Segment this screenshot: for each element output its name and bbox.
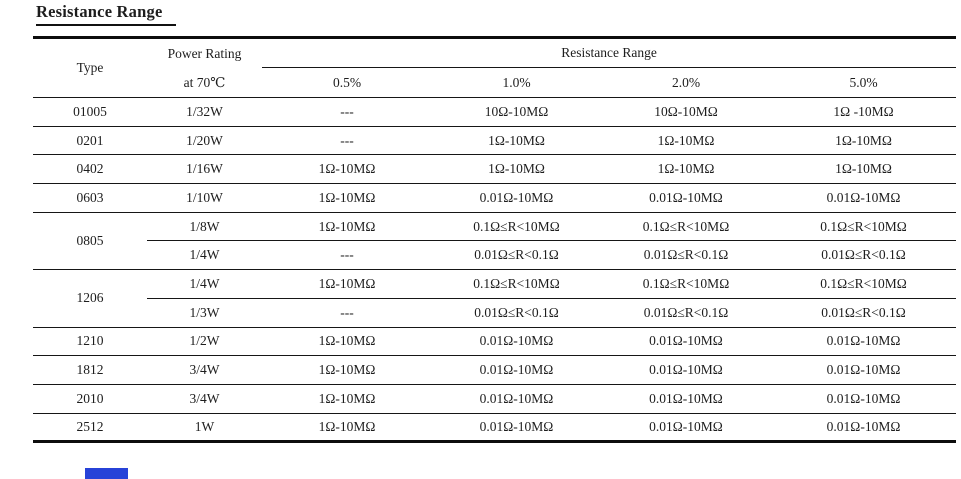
type-cell: 01005 xyxy=(33,97,147,127)
table-body: 01005 1/32W --- 10Ω-10MΩ 10Ω-10MΩ 1Ω -10… xyxy=(33,97,957,442)
page-title: Resistance Range xyxy=(36,2,177,26)
range-cell: 0.1Ω≤R<10MΩ xyxy=(771,212,957,242)
type-cell: 0201 xyxy=(33,126,147,156)
power-cell: 1/10W xyxy=(147,183,262,213)
table-row: 1206 1/4W 1Ω-10MΩ 0.1Ω≤R<10MΩ 0.1Ω≤R<10M… xyxy=(33,269,957,328)
range-cell: 0.01Ω-10MΩ xyxy=(771,384,957,414)
range-cell: 1Ω-10MΩ xyxy=(262,327,432,357)
range-cell: 1Ω-10MΩ xyxy=(262,212,432,242)
range-cell: 1Ω-10MΩ xyxy=(262,269,432,299)
range-cell: 0.01Ω-10MΩ xyxy=(432,384,601,414)
footer-accent-bar xyxy=(85,468,128,479)
power-cell: 1/16W xyxy=(147,154,262,185)
range-cell: 1Ω-10MΩ xyxy=(262,355,432,385)
table-row: 2010 3/4W 1Ω-10MΩ 0.01Ω-10MΩ 0.01Ω-10MΩ … xyxy=(33,384,957,414)
range-cell: 0.1Ω≤R<10MΩ xyxy=(432,212,601,242)
table-row: 1812 3/4W 1Ω-10MΩ 0.01Ω-10MΩ 0.01Ω-10MΩ … xyxy=(33,355,957,385)
range-cell: 0.01Ω-10MΩ xyxy=(771,355,957,385)
range-cell: 0.01Ω-10MΩ xyxy=(601,384,771,414)
table-row: 0201 1/20W --- 1Ω-10MΩ 1Ω-10MΩ 1Ω-10MΩ xyxy=(33,126,957,156)
range-cell: 1Ω-10MΩ xyxy=(262,183,432,213)
range-cell: 1Ω-10MΩ xyxy=(771,126,957,156)
type-cell: 2512 xyxy=(76,418,104,434)
power-cell: 1/4W xyxy=(147,269,262,299)
range-cell: --- xyxy=(262,126,432,156)
table-header: Type Power Rating at 70℃ Resistance Rang… xyxy=(33,37,957,98)
col-header-resistance-range-group: Resistance Range xyxy=(262,37,957,68)
range-cell: --- xyxy=(262,240,432,271)
type-cell: 1206 xyxy=(33,269,147,328)
table-row: 0402 1/16W 1Ω-10MΩ 1Ω-10MΩ 1Ω-10MΩ 1Ω-10… xyxy=(33,154,957,185)
power-cell: 1W xyxy=(194,418,215,434)
type-cell: 1210 xyxy=(33,327,147,357)
range-cell: 0.01Ω-10MΩ xyxy=(432,355,601,385)
range-cell: 0.01Ω≤R<0.1Ω xyxy=(771,240,957,271)
table-row: 0603 1/10W 1Ω-10MΩ 0.01Ω-10MΩ 0.01Ω-10MΩ… xyxy=(33,183,957,213)
range-cell: 1Ω-10MΩ xyxy=(432,126,601,156)
power-cell: 3/4W xyxy=(147,355,262,385)
type-cell: 0805 xyxy=(33,212,147,271)
range-cell: 0.1Ω≤R<10MΩ xyxy=(771,269,957,299)
range-cell: 0.01Ω-10MΩ xyxy=(432,183,601,213)
power-cell: 1/20W xyxy=(147,126,262,156)
type-cell: 2010 xyxy=(33,384,147,414)
range-cell: 1Ω-10MΩ xyxy=(601,154,771,185)
range-cell: 0.1Ω≤R<10MΩ xyxy=(601,212,771,242)
table-row: 1/4W --- 0.01Ω≤R<0.1Ω 0.01Ω≤R<0.1Ω 0.01Ω… xyxy=(33,240,957,271)
col-header-type: Type xyxy=(33,37,147,98)
power-rating-line1: Power Rating xyxy=(167,46,242,61)
range-cell: 0.01Ω-10MΩ xyxy=(432,327,601,357)
power-cell: 1/8W xyxy=(147,212,262,242)
type-cell: 1812 xyxy=(33,355,147,385)
range-cell: 0.01Ω-10MΩ xyxy=(601,355,771,385)
range-cell: 0.01Ω-10MΩ xyxy=(771,327,957,357)
range-cell: 0.01Ω-10MΩ xyxy=(649,418,723,434)
range-cell: 1Ω-10MΩ xyxy=(318,418,376,434)
range-cell: 0.01Ω-10MΩ xyxy=(771,183,957,213)
range-cell: --- xyxy=(262,97,432,127)
power-cell: 3/4W xyxy=(147,384,262,414)
col-header-tolerance-5-0: 5.0% xyxy=(771,67,957,98)
col-header-tolerance-1-0: 1.0% xyxy=(432,67,601,98)
col-header-tolerance-2-0: 2.0% xyxy=(601,67,771,98)
table-row: 2512 1W 1Ω-10MΩ 0.01Ω-10MΩ 0.01Ω-10MΩ 0.… xyxy=(33,413,956,442)
col-header-power-rating: Power Rating at 70℃ xyxy=(147,37,262,98)
range-cell: 0.01Ω-10MΩ xyxy=(826,418,901,434)
range-cell: 0.01Ω≤R<0.1Ω xyxy=(601,240,771,271)
power-cell: 1/32W xyxy=(147,97,262,127)
resistance-range-table: Type Power Rating at 70℃ Resistance Rang… xyxy=(33,36,957,444)
range-cell: 1Ω -10MΩ xyxy=(771,97,957,127)
table-row: 1210 1/2W 1Ω-10MΩ 0.01Ω-10MΩ 0.01Ω-10MΩ … xyxy=(33,327,957,357)
range-cell: 1Ω-10MΩ xyxy=(601,126,771,156)
power-rating-line2: at 70℃ xyxy=(183,75,226,90)
range-cell: 10Ω-10MΩ xyxy=(432,97,601,127)
type-cell: 0603 xyxy=(33,183,147,213)
range-cell: 10Ω-10MΩ xyxy=(601,97,771,127)
range-cell: 0.01Ω≤R<0.1Ω xyxy=(432,240,601,271)
range-cell: 1Ω-10MΩ xyxy=(262,384,432,414)
range-cell: 1Ω-10MΩ xyxy=(432,154,601,185)
range-cell: 0.01Ω≤R<0.1Ω xyxy=(601,298,771,328)
col-header-tolerance-0-5: 0.5% xyxy=(262,67,432,98)
header-row-1: Type Power Rating at 70℃ Resistance Rang… xyxy=(33,37,957,98)
range-cell: 0.01Ω-10MΩ xyxy=(601,327,771,357)
power-cell: 1/3W xyxy=(147,298,262,328)
type-cell: 0402 xyxy=(33,154,147,185)
table-row: 0805 1/8W 1Ω-10MΩ 0.1Ω≤R<10MΩ 0.1Ω≤R<10M… xyxy=(33,212,957,271)
header-row-2: 0.5% 1.0% 2.0% 5.0% xyxy=(33,67,957,98)
range-cell: 0.1Ω≤R<10MΩ xyxy=(432,269,601,299)
range-cell: 0.1Ω≤R<10MΩ xyxy=(601,269,771,299)
range-cell: --- xyxy=(262,298,432,328)
table-row: 01005 1/32W --- 10Ω-10MΩ 10Ω-10MΩ 1Ω -10… xyxy=(33,97,957,127)
range-cell: 1Ω-10MΩ xyxy=(771,154,957,185)
range-cell: 1Ω-10MΩ xyxy=(262,154,432,185)
range-cell: 0.01Ω-10MΩ xyxy=(479,418,554,434)
range-cell: 0.01Ω-10MΩ xyxy=(601,183,771,213)
power-cell: 1/2W xyxy=(147,327,262,357)
table-row: 1/3W --- 0.01Ω≤R<0.1Ω 0.01Ω≤R<0.1Ω 0.01Ω… xyxy=(33,298,957,328)
range-cell: 0.01Ω≤R<0.1Ω xyxy=(771,298,957,328)
power-cell: 1/4W xyxy=(147,240,262,271)
range-cell: 0.01Ω≤R<0.1Ω xyxy=(432,298,601,328)
